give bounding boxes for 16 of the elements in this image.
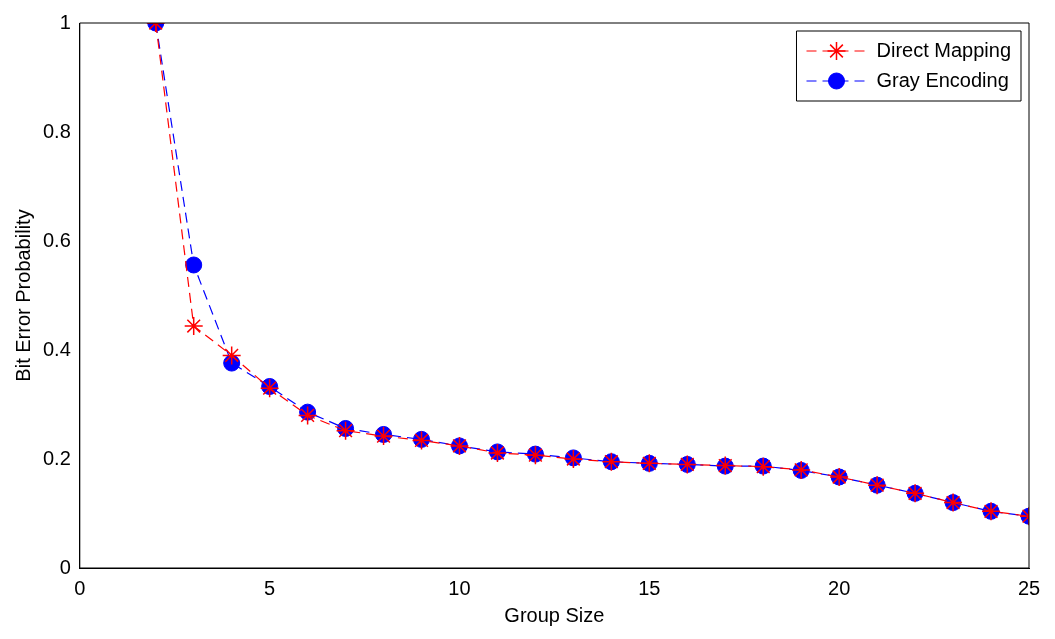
y-tick-label: 0.4 <box>42 337 71 360</box>
x-tick-label: 15 <box>638 576 661 599</box>
y-tick-label: 0.6 <box>42 228 71 251</box>
x-tick-label: 5 <box>264 576 276 599</box>
x-tick-label: 20 <box>828 576 851 599</box>
y-axis-title: Bit Error Probability <box>11 209 34 382</box>
x-tick-label: 0 <box>74 576 86 599</box>
x-axis-title: Group Size <box>504 603 605 626</box>
y-tick-label: 1 <box>59 10 71 33</box>
y-tick-label: 0.8 <box>42 119 71 142</box>
x-tick-label: 25 <box>1017 576 1041 599</box>
x-tick-label: 10 <box>448 576 471 599</box>
legend-label: Direct Mapping <box>876 38 1012 61</box>
y-tick-label: 0 <box>59 555 71 578</box>
legend-label: Gray Encoding <box>876 68 1009 91</box>
y-tick-label: 0.2 <box>42 446 71 469</box>
